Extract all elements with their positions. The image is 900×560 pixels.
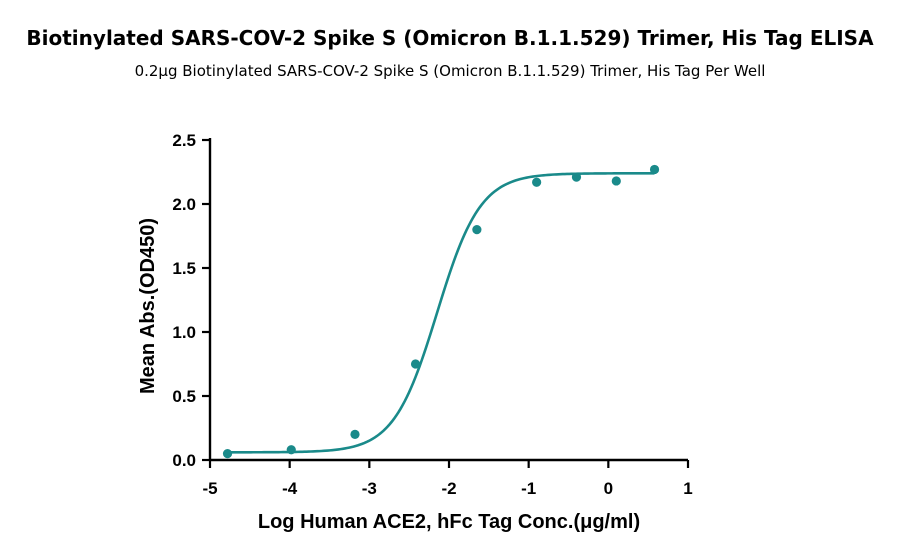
data-points (222, 164, 660, 459)
data-point (286, 445, 296, 455)
y-tick-label: 1.0 (172, 323, 196, 342)
x-axis-ticks: -5 -4 -3 -2 -1 0 1 (202, 460, 693, 498)
x-tick-label: -5 (202, 479, 217, 498)
y-tick-label: 1.5 (172, 259, 196, 278)
x-tick-label: -4 (282, 479, 298, 498)
data-point (611, 176, 621, 186)
data-point (350, 429, 360, 439)
axes (208, 138, 688, 462)
x-tick-label: 0 (604, 479, 613, 498)
y-tick-label: 2.5 (172, 131, 196, 150)
data-point (410, 359, 421, 369)
y-axis-title: Mean Abs.(OD450) (137, 218, 159, 394)
x-tick-label: -3 (362, 479, 377, 498)
data-point (472, 225, 482, 235)
y-tick-label: 2.0 (172, 195, 196, 214)
data-point (222, 449, 233, 459)
fit-curve (227, 171, 655, 454)
chart-title: Biotinylated SARS-COV-2 Spike S (Omicron… (26, 26, 874, 50)
data-point (649, 164, 660, 175)
chart-subtitle: 0.2μg Biotinylated SARS-COV-2 Spike S (O… (134, 62, 766, 80)
y-tick-label: 0.5 (172, 387, 196, 406)
x-tick-label: -1 (521, 479, 536, 498)
x-tick-label: -2 (441, 479, 456, 498)
data-point (532, 177, 542, 187)
y-axis-ticks: 0.0 0.5 1.0 1.5 2.0 2.5 (172, 131, 210, 470)
y-tick-label: 0.0 (172, 451, 196, 470)
x-tick-label: 1 (683, 479, 692, 498)
data-point (571, 172, 582, 182)
x-axis-title: Log Human ACE2, hFc Tag Conc.(μg/ml) (258, 511, 640, 533)
